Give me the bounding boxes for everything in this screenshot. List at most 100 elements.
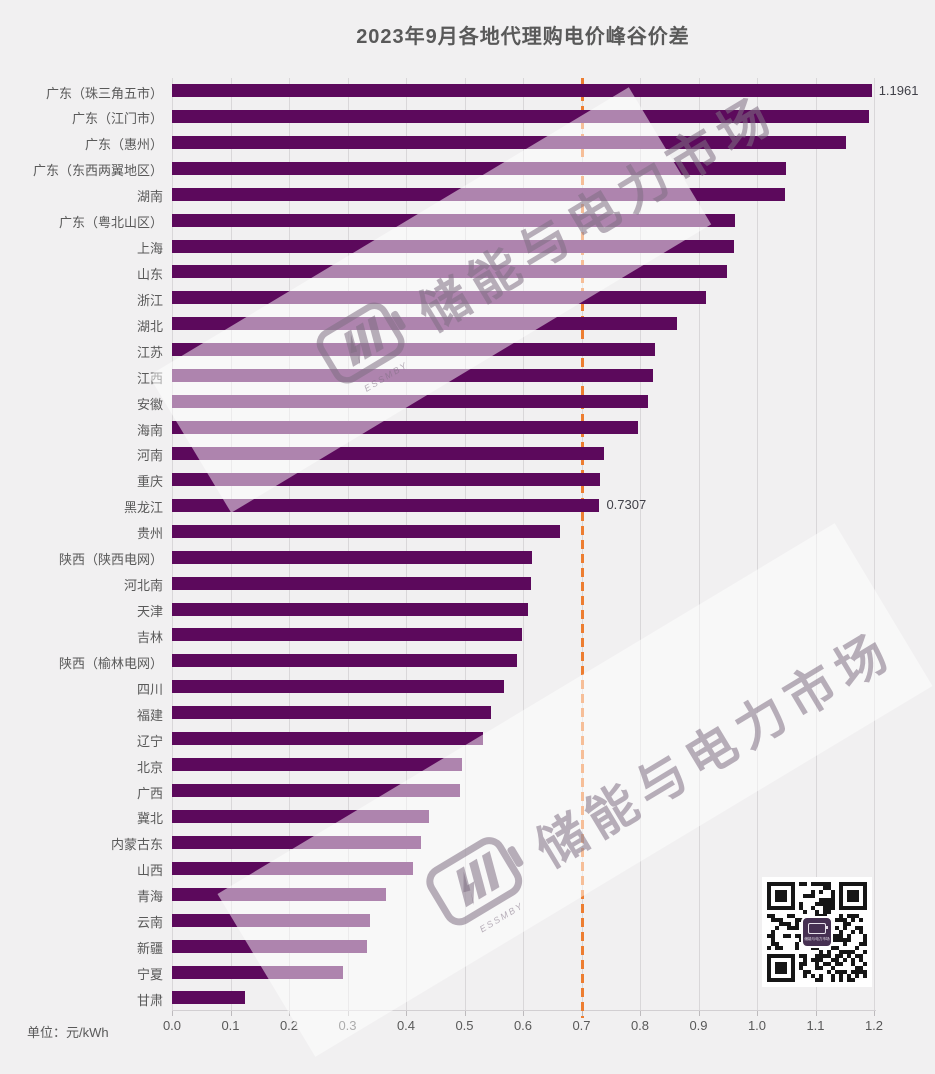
category-label: 贵州: [136, 526, 163, 542]
x-tick-label: 0.0: [162, 1018, 182, 1033]
category-label: 重庆: [136, 474, 163, 490]
gridline: [815, 78, 817, 1010]
category-label: 云南: [136, 915, 163, 931]
x-tick-label: 1.0: [747, 1018, 767, 1033]
category-label: 河南: [136, 448, 163, 464]
x-tick-label: 0.5: [455, 1018, 474, 1033]
category-label: 四川: [136, 681, 163, 697]
bar: [172, 109, 870, 123]
category-label: 广西: [136, 785, 163, 801]
category-label: 广东（珠三角五市）: [45, 85, 163, 101]
battery-icon: [426, 837, 524, 926]
bar: [172, 446, 604, 460]
bar: [172, 161, 786, 175]
bar: [172, 991, 246, 1005]
x-tick-label: 1.1: [806, 1018, 825, 1033]
category-label: 辽宁: [136, 733, 163, 749]
x-tick-label: 0.6: [513, 1018, 533, 1033]
watermark-subtext: ESSMBY: [477, 900, 526, 935]
bar: [172, 680, 505, 694]
bar: [172, 550, 533, 564]
category-label: 陕西（榆林电网）: [58, 655, 163, 671]
qr-center-logo: 储能与电力市场: [801, 916, 833, 948]
bar: [172, 758, 463, 772]
bar: [172, 706, 492, 720]
category-label: 湖北: [136, 318, 163, 334]
category-label: 内蒙古东: [110, 837, 163, 853]
bar: [172, 291, 707, 305]
bar: [172, 887, 386, 901]
gridline: [172, 78, 173, 1010]
x-axis-line: [172, 1010, 876, 1011]
bar-data-label: 1.1961: [878, 82, 919, 98]
bar: [172, 835, 421, 849]
category-label: 青海: [136, 889, 163, 905]
bar: [172, 135, 846, 149]
bar: [172, 187, 786, 201]
x-tick-label: 0.4: [396, 1018, 416, 1033]
bar: [172, 498, 600, 512]
category-label: 宁夏: [136, 967, 163, 983]
bar: [172, 472, 601, 486]
x-tick-label: 0.7: [572, 1018, 591, 1033]
category-label: 广东（粤北山区）: [58, 215, 163, 231]
bar: [172, 576, 531, 590]
battery-icon: [808, 922, 828, 934]
gridline: [874, 78, 875, 1010]
bar-data-label: 0.7307: [606, 497, 647, 513]
watermark-text: 储能与电力市场: [526, 621, 904, 879]
bar: [172, 524, 561, 538]
category-label: 湖南: [136, 189, 163, 205]
bar: [172, 939, 367, 953]
category-label: 山东: [136, 266, 163, 282]
x-tick-label: 0.2: [279, 1018, 299, 1033]
axis-tick: [172, 1010, 173, 1016]
x-tick-label: 0.1: [221, 1018, 240, 1033]
category-label: 安徽: [136, 396, 163, 412]
bar: [172, 343, 655, 357]
bar: [172, 213, 736, 227]
category-label: 浙江: [136, 292, 163, 308]
category-label: 冀北: [136, 811, 163, 827]
x-tick-label: 0.9: [689, 1018, 708, 1033]
bar: [172, 369, 654, 383]
category-label: 广东（江门市）: [71, 111, 163, 127]
category-label: 陕西（陕西电网）: [58, 552, 163, 568]
bar: [172, 602, 529, 616]
x-tick-label: 0.8: [630, 1018, 650, 1033]
unit-label: 单位：元/kWh: [27, 1025, 109, 1040]
chart-title: 2023年9月各地代理购电价峰谷价差: [356, 26, 690, 48]
bar: [172, 809, 429, 823]
category-label: 北京: [136, 759, 163, 775]
bar: [172, 861, 414, 875]
bar: [172, 654, 518, 668]
category-label: 上海: [136, 241, 163, 257]
category-label: 黑龙江: [123, 500, 163, 516]
bar: [172, 317, 678, 331]
category-label: 江西: [136, 370, 163, 386]
category-label: 广东（惠州）: [84, 137, 163, 153]
bar: [172, 784, 461, 798]
category-label: 广东（东西两翼地区）: [32, 163, 163, 179]
bar: [172, 265, 727, 279]
category-label: 吉林: [136, 629, 163, 645]
bar: [172, 628, 522, 642]
category-label: 山西: [136, 863, 163, 879]
bar: [172, 965, 344, 979]
x-tick-label: 1.2: [864, 1018, 884, 1033]
bar: [172, 421, 639, 435]
bar: [172, 239, 735, 253]
category-label: 天津: [136, 604, 163, 620]
gridline: [757, 78, 758, 1010]
category-label: 河北南: [123, 578, 163, 594]
bar: [172, 732, 484, 746]
bar: [172, 395, 648, 409]
category-label: 新疆: [136, 941, 163, 957]
bar: [172, 84, 872, 97]
x-tick-label: 0.3: [338, 1018, 357, 1033]
bar: [172, 913, 371, 927]
category-label: 福建: [136, 707, 163, 723]
category-label: 甘肃: [136, 992, 163, 1008]
category-label: 海南: [136, 422, 163, 438]
